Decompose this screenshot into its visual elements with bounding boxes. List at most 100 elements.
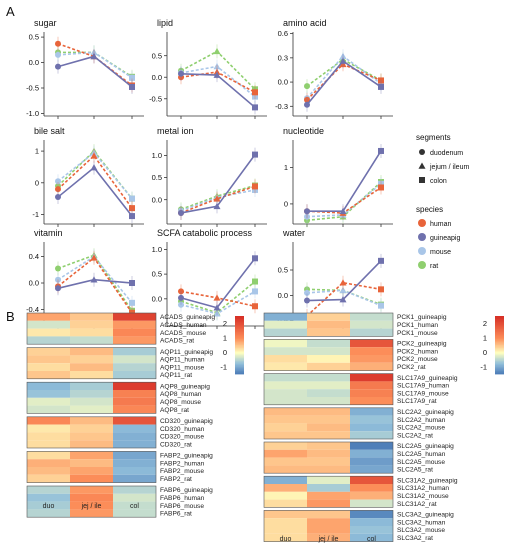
data-point-mouse — [90, 149, 98, 156]
heatmap-cell — [113, 405, 156, 414]
colorbar-segment — [495, 339, 504, 342]
series-line-guineapig — [306, 60, 382, 106]
colorbar-segment — [235, 362, 244, 365]
colorbar-segment — [235, 365, 244, 368]
heatmap-row-label: AQP8_guineapig — [160, 383, 210, 390]
heatmap-cell — [113, 382, 156, 390]
data-point-mouse — [213, 62, 221, 70]
colorbar-segment — [235, 366, 244, 369]
heatmap-cell — [350, 397, 393, 405]
heatmap-row-label: CD320_mouse — [160, 434, 204, 441]
heatmap-row-label: SLC2A2_mouse — [397, 425, 445, 432]
heatmap-group-border — [263, 373, 394, 406]
y-tick-label: -1 — [32, 210, 39, 219]
colorbar-segment — [495, 329, 504, 331]
heatmap-cell — [307, 347, 350, 355]
data-point-guineapig — [252, 104, 258, 111]
heatmap-row-label: ACADS_rat — [160, 338, 194, 345]
colorbar-segment — [495, 333, 504, 336]
colorbar-tick-label: -1 — [220, 362, 227, 371]
heatmap-group-border — [26, 451, 157, 483]
heatmap-group-border — [263, 339, 394, 371]
colorbar-segment — [235, 356, 244, 359]
data-point-mouse — [213, 310, 221, 317]
heatmap-cell — [307, 339, 350, 348]
heatmap-cell — [264, 328, 307, 337]
data-point-mouse — [252, 186, 258, 193]
heatmap-row-label: SLC2A2_guineapig — [397, 409, 454, 416]
colorbar-segment — [495, 372, 504, 375]
heatmap-column-label: duo — [43, 503, 55, 510]
heatmap-row-label: PCK2_mouse — [397, 356, 438, 363]
heatmap-cell — [307, 415, 350, 424]
data-point-guineapig — [378, 257, 384, 264]
heatmap-cell — [350, 465, 393, 474]
heatmap-cell — [264, 533, 307, 542]
heatmap-cell — [307, 328, 350, 337]
line-subplot: lipid 0.5 0.0 -0.5 — [149, 18, 267, 119]
panel-label-b: B — [6, 309, 15, 324]
heatmap-cell — [264, 465, 307, 474]
heatmap-group-border — [26, 312, 157, 345]
series-line-guineapig — [180, 154, 256, 214]
heatmap-cell — [307, 362, 350, 371]
data-point-human — [213, 294, 221, 301]
heatmap-cell — [27, 336, 70, 345]
heatmap-cell — [264, 347, 307, 355]
heatmap-cell — [350, 415, 393, 424]
heatmap-cell — [70, 320, 113, 329]
data-point-guineapig — [129, 280, 135, 287]
y-tick-label: 0.0 — [29, 58, 39, 67]
colorbar-segment — [495, 356, 504, 359]
heatmap-cell — [350, 373, 393, 382]
heatmap-cell — [70, 432, 113, 441]
heatmap-cell — [27, 328, 70, 337]
heatmap-cell — [113, 320, 156, 329]
series-line-rat — [180, 184, 256, 211]
line-subplot: nucleotide 1 0 — [283, 126, 393, 228]
heatmap-row-label: AQP8_rat — [160, 407, 189, 414]
y-tick-label: 0.5 — [152, 51, 162, 60]
heatmap-row-label: SLC17A9_human — [397, 383, 449, 390]
heatmap-group-border — [26, 347, 157, 380]
series-line-human — [306, 281, 382, 317]
y-tick-label: 0.0 — [152, 195, 162, 204]
series-line-mouse — [180, 189, 256, 212]
heatmap-cell — [27, 405, 70, 414]
y-tick-label: -0.5 — [149, 94, 162, 103]
heatmap-row-label: SLC2A2_rat — [397, 432, 433, 439]
heatmap-cell — [70, 451, 113, 460]
heatmap-cell — [264, 431, 307, 439]
data-point-guineapig — [378, 83, 384, 90]
heatmap-row-label: FABP6_rat — [160, 511, 192, 518]
y-tick-label: 0.5 — [152, 173, 162, 182]
heatmap-cell — [113, 493, 156, 502]
heatmap-row-label: SLC2A5_human — [397, 451, 446, 458]
y-tick-label: 0 — [284, 200, 288, 209]
colorbar-segment — [495, 353, 504, 356]
data-point-rat — [304, 83, 310, 90]
colorbar-segment — [235, 349, 244, 352]
colorbar-segment — [235, 347, 244, 350]
heatmap-cell — [307, 355, 350, 363]
heatmap-cell — [350, 431, 393, 439]
series-line-human — [306, 63, 382, 101]
colorbar-segment — [495, 368, 504, 371]
colorbar-segment — [235, 316, 244, 318]
heatmap-row-label: SLC17A9_mouse — [397, 390, 449, 397]
data-point-human — [90, 152, 98, 159]
heatmap-row-label: SLC17A9_rat — [397, 398, 437, 405]
colorbar-tick-label: -1 — [480, 362, 487, 371]
line-subplot: bile salt 1 0 -1 — [32, 126, 144, 227]
legend-segment-marker — [418, 162, 426, 169]
heatmap-cell — [264, 313, 307, 321]
subplot-title: metal ion — [157, 126, 194, 136]
colorbar-segment — [495, 321, 504, 324]
subplot-title: amino acid — [283, 18, 327, 28]
subplot-title: SCFA catabolic process — [157, 228, 253, 238]
data-point-mouse — [55, 178, 61, 185]
data-point-human — [90, 254, 98, 261]
heatmap-row-label: SLC3A2_rat — [397, 535, 433, 542]
heatmap-cell — [113, 509, 156, 518]
